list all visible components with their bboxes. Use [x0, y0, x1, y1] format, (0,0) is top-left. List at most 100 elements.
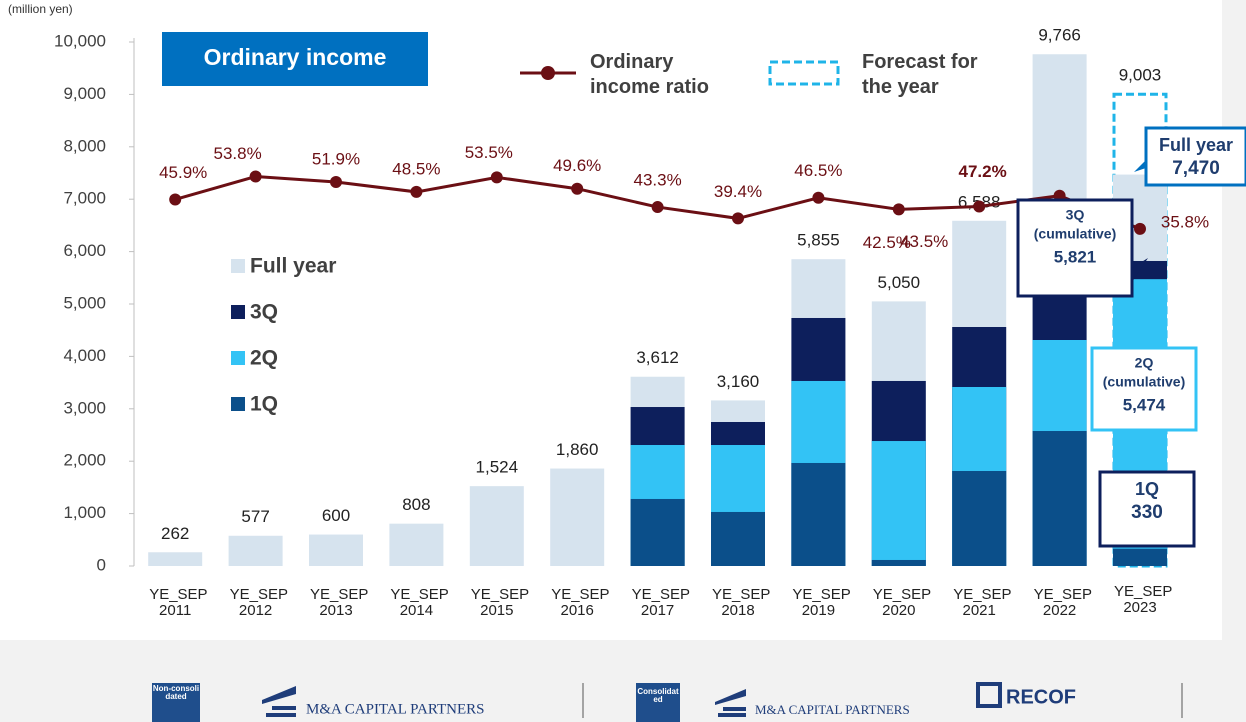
legend-dashed — [768, 60, 840, 86]
callout-value: 7,470 — [1172, 158, 1220, 179]
bar — [1032, 431, 1087, 566]
recof-icon — [976, 682, 1002, 708]
ratio-label: 45.9% — [159, 163, 207, 182]
callout-box — [1098, 470, 1196, 548]
ratio-marker — [892, 203, 905, 216]
forecast-label: 9,003 — [1119, 66, 1162, 85]
value-label: 808 — [402, 495, 430, 514]
tag-label: Consolidated — [637, 687, 679, 705]
value-label: 3,160 — [717, 372, 760, 391]
value-label: 5,050 — [878, 273, 921, 292]
ratio-marker — [973, 200, 986, 213]
legend-swatch — [231, 351, 245, 365]
ratio-marker — [249, 170, 262, 183]
bar — [469, 486, 524, 566]
ratio-label: 51.9% — [312, 150, 360, 169]
ratio-marker — [812, 191, 825, 204]
x-tick-label: YE_SEP 2017 — [631, 586, 690, 619]
ratio-marker — [651, 201, 664, 214]
ratio-label: 43.5% — [900, 232, 948, 251]
callout-pointer — [1134, 160, 1146, 172]
bar — [630, 498, 685, 566]
legend-label: 3Q — [250, 301, 278, 324]
ratio-marker — [1134, 222, 1146, 235]
ratio-marker — [732, 212, 744, 225]
company-name: RECOF — [1006, 686, 1076, 708]
ratio-marker — [169, 193, 182, 206]
bar — [309, 534, 363, 566]
value-label: 5,855 — [797, 231, 840, 250]
value-label: 1,860 — [556, 440, 599, 459]
x-tick-label: YE_SEP 2013 — [310, 586, 369, 619]
legend-label: 1Q — [250, 393, 278, 416]
callout-value: 5,821 — [1054, 247, 1097, 266]
x-tick-label: YE_SEP 2015 — [470, 586, 530, 619]
callout-title: 1Q — [1135, 479, 1159, 499]
ratio-label: 43.3% — [633, 171, 681, 190]
bar — [389, 523, 444, 566]
bar — [952, 470, 1007, 566]
legend-marker — [541, 66, 555, 80]
ratio-marker — [490, 171, 503, 184]
ratio-label: 47.2% — [958, 162, 1006, 181]
callout-pointer — [1132, 258, 1148, 282]
callout-box — [1144, 126, 1246, 187]
ratio-label: 53.5% — [465, 143, 513, 162]
ratio-label: 39.4% — [714, 182, 762, 201]
x-tick-label: YE_SEP 2019 — [792, 586, 851, 619]
bar — [228, 535, 283, 566]
company-name: M&A CAPITAL PARTNERS — [755, 702, 910, 717]
title-box — [162, 32, 428, 86]
callout-title: (cumulative) — [1034, 226, 1116, 242]
ratio-label: 48.5% — [392, 159, 440, 178]
tag-label: Non-consolidated — [152, 684, 200, 702]
tag-box — [152, 683, 200, 722]
legend-swatch — [231, 259, 245, 273]
x-tick-label: YE_SEP 2022 — [1033, 586, 1092, 619]
x-tick-label: YE_SEP 2016 — [551, 586, 610, 619]
logo-mark — [262, 686, 296, 717]
ratio-marker — [571, 182, 584, 195]
y-tick-label: 7,000 — [63, 189, 106, 208]
bar — [550, 468, 605, 566]
ratio-marker — [330, 176, 342, 189]
value-label: 577 — [241, 507, 269, 526]
ratio-label: 42.5% — [863, 233, 911, 252]
x-tick-label: YE_SEP 2012 — [229, 586, 288, 619]
bar — [871, 441, 926, 566]
value-label: 3,612 — [636, 348, 679, 367]
legend-swatch — [231, 305, 245, 319]
callout-title: 2Q — [1135, 355, 1154, 371]
y-tick-label: 2,000 — [63, 451, 106, 470]
y-tick-label: 0 — [97, 555, 106, 574]
x-tick-label: YE_SEP 2021 — [953, 586, 1012, 619]
value-label: 9,766 — [1038, 26, 1081, 45]
tag-box — [636, 683, 680, 722]
callout-title: 3Q — [1066, 207, 1085, 223]
ratio-label: 46.5% — [794, 161, 842, 180]
y-tick-label: 10,000 — [54, 31, 106, 50]
legend-label: 2Q — [250, 347, 278, 370]
legend-swatch — [231, 397, 245, 411]
y-tick-label: 3,000 — [63, 398, 106, 417]
callout-value: 5,474 — [1123, 395, 1166, 414]
x-tick-label: YE_SEP 2011 — [149, 586, 208, 619]
unit-label: (million yen) — [8, 2, 73, 16]
y-tick-label: 9,000 — [63, 84, 106, 103]
x-tick-label: YE_SEP 2023 — [1114, 583, 1173, 616]
callout-title: (cumulative) — [1103, 374, 1185, 390]
value-label: 1,524 — [476, 458, 519, 477]
plot-panel — [0, 0, 1222, 640]
legend-label: Ordinary income ratio — [590, 51, 709, 98]
ratio-label: 49.6% — [553, 156, 601, 175]
callout-title: Full year — [1159, 135, 1233, 155]
y-tick-label: 4,000 — [63, 346, 106, 365]
y-tick-label: 5,000 — [63, 293, 106, 312]
bar — [871, 559, 926, 566]
ratio-label: 35.8% — [1161, 212, 1209, 231]
chart-title: Ordinary income — [204, 44, 387, 70]
x-tick-label: YE_SEP 2018 — [712, 586, 771, 619]
legend-label: Full year — [250, 255, 336, 278]
